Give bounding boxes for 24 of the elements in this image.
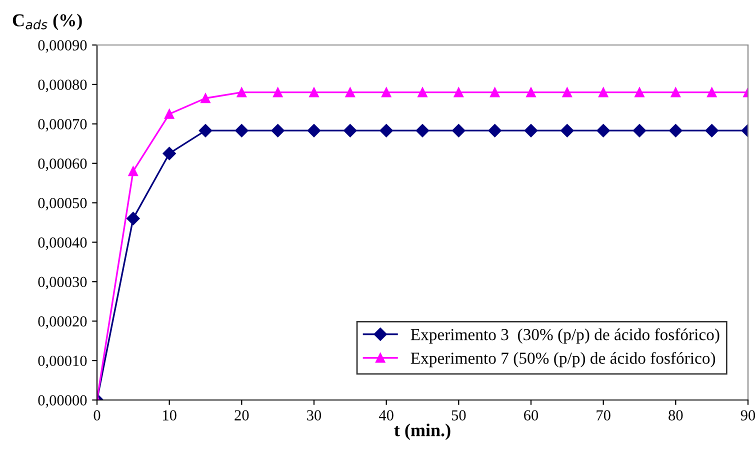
- x-tick-label: 60: [524, 410, 538, 420]
- y-tick-label: 0,00030: [38, 276, 87, 290]
- x-axis-title: t (min.): [394, 424, 450, 440]
- x-tick-label: 50: [452, 410, 466, 420]
- legend-label: Experimento 3 (30% (p/p) de ácido fosfórico): [410, 328, 720, 344]
- y-tick-label: 0,00070: [38, 119, 87, 132]
- legend-label: Experimento 7 (50% (p/p) de ácido fosfórico): [410, 352, 716, 368]
- x-tick-label: 0: [94, 410, 100, 420]
- x-tick-label: 10: [163, 410, 176, 420]
- x-tick-label: 30: [307, 410, 322, 420]
- y-tick-label: 0,00090: [38, 40, 87, 53]
- x-tick-label: 80: [668, 410, 683, 420]
- x-tick-label: 70: [596, 410, 610, 420]
- y-tick-label: 0,00050: [38, 198, 87, 210]
- y-tick-label: 0,00010: [38, 356, 87, 368]
- y-tick-label: 0,00020: [38, 316, 87, 329]
- y-axis-title: C$_{ads}$ (%): [12, 14, 82, 30]
- x-tick-label: 20: [234, 410, 249, 420]
- x-tick-label: 90: [740, 410, 756, 420]
- y-tick-label: 0,00040: [38, 237, 87, 250]
- y-tick-label: 0,00000: [38, 395, 87, 408]
- x-tick-label: 40: [378, 410, 394, 420]
- y-tick-label: 0,00080: [38, 80, 87, 92]
- y-tick-label: 0,00060: [38, 158, 87, 171]
